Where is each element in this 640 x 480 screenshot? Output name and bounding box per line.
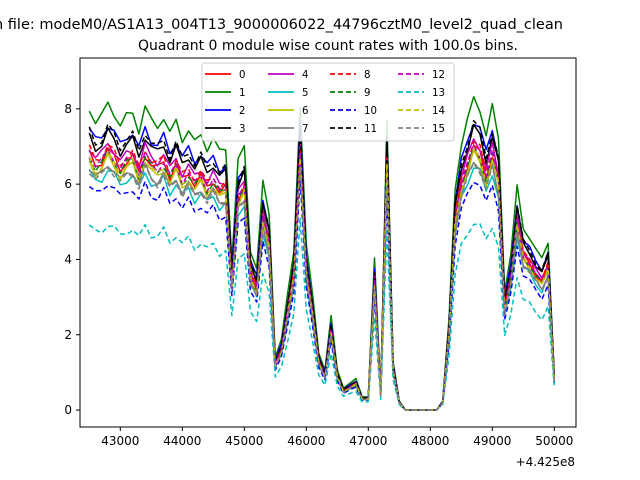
x-axis-offset-label: +4.425e8 — [516, 455, 575, 469]
series-line-14 — [88, 147, 556, 411]
legend-label-1: 1 — [239, 88, 245, 99]
legend-label-10: 10 — [364, 106, 377, 117]
series-line-11 — [88, 120, 556, 411]
x-axis: 43000 44000 45000 46000 47000 48000 49000 50000 — [101, 427, 573, 448]
legend-label-6: 6 — [302, 106, 308, 117]
y-tick-label: 2 — [64, 328, 72, 342]
figure-suptitle: n file: modeM0/AS1A13_004T13_9000006022_… — [0, 17, 563, 33]
legend-label-11: 11 — [364, 124, 377, 135]
y-tick-label: 6 — [64, 177, 72, 191]
series-line-13 — [88, 217, 556, 411]
legend-label-0: 0 — [239, 70, 245, 81]
x-tick-label: 48000 — [411, 434, 449, 448]
legend-label-14: 14 — [432, 106, 445, 117]
legend-label-12: 12 — [432, 70, 445, 81]
legend-label-13: 13 — [432, 88, 445, 99]
x-tick-label: 49000 — [473, 434, 511, 448]
legend-label-8: 8 — [364, 70, 370, 81]
y-tick-label: 4 — [64, 252, 72, 266]
x-tick-label: 45000 — [225, 434, 263, 448]
series-line-1 — [88, 95, 556, 411]
y-axis: 0 2 4 6 8 — [64, 102, 80, 417]
x-tick-label: 44000 — [163, 434, 201, 448]
series-line-10 — [88, 177, 556, 411]
axes-frame — [79, 57, 577, 428]
legend-label-2: 2 — [239, 106, 245, 117]
legend-label-15: 15 — [432, 124, 445, 135]
legend-label-5: 5 — [302, 88, 308, 99]
x-tick-label: 47000 — [349, 434, 387, 448]
legend-label-7: 7 — [302, 124, 308, 135]
x-tick-label: 43000 — [101, 434, 139, 448]
plot-area — [88, 95, 556, 411]
legend-label-4: 4 — [302, 70, 308, 81]
x-tick-label: 50000 — [535, 434, 573, 448]
series-line-15 — [88, 162, 556, 411]
x-tick-label: 46000 — [287, 434, 325, 448]
y-tick-label: 8 — [64, 102, 72, 116]
y-tick-label: 0 — [64, 403, 72, 417]
legend-box — [201, 62, 455, 142]
chart-title: Quadrant 0 module wise count rates with … — [138, 38, 518, 54]
legend-label-3: 3 — [239, 124, 245, 135]
legend-label-9: 9 — [364, 88, 370, 99]
